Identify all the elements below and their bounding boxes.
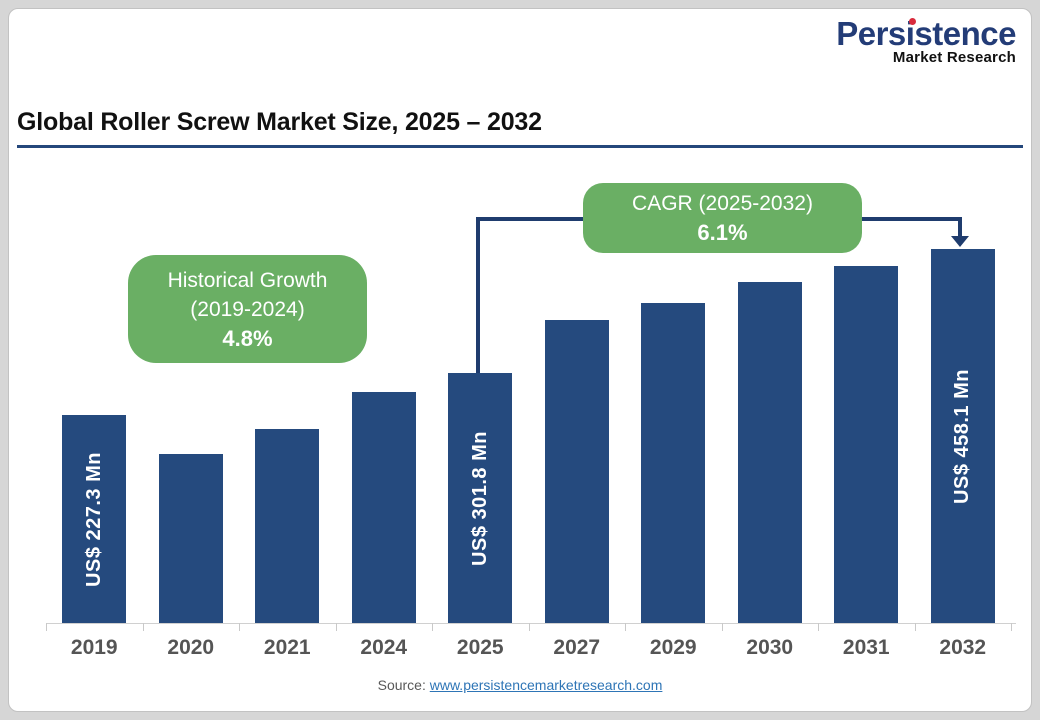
x-axis-tick — [335, 623, 337, 631]
x-axis-label-2031: 2031 — [842, 636, 890, 659]
x-axis-label-2025: 2025 — [456, 636, 504, 659]
x-axis-label-2029: 2029 — [649, 636, 697, 659]
x-axis-tick — [46, 623, 47, 631]
x-axis-label-2024: 2024 — [360, 636, 408, 659]
x-axis-tick — [239, 623, 240, 631]
x-axis-tick — [142, 623, 144, 631]
source-label: Source: — [377, 677, 426, 693]
x-axis-label-2019: 2019 — [70, 636, 118, 659]
x-axis-tick — [625, 623, 626, 631]
arrow-down-icon — [951, 236, 969, 247]
source-note: Source: www.persistencemarketresearch.co… — [0, 677, 1040, 693]
x-axis-label-2020: 2020 — [167, 636, 215, 659]
connector-line-from-2025 — [476, 219, 480, 373]
bar-2029 — [641, 303, 706, 623]
cagr-line1: CAGR (2025-2032) — [632, 192, 813, 215]
x-axis-label-2027: 2027 — [553, 636, 601, 659]
logo-brand-text: Persistence — [836, 16, 1016, 52]
historical-growth-line1: Historical Growth — [167, 268, 328, 292]
logo-brand-word: Persistence — [836, 15, 1016, 52]
x-axis-tick — [818, 623, 819, 631]
company-logo: Persistence Market Research — [812, 16, 1016, 67]
x-axis-tick — [1011, 623, 1012, 631]
chart-title: Global Roller Screw Market Size, 2025 – … — [17, 108, 542, 136]
x-axis-label-2021: 2021 — [263, 636, 311, 659]
historical-growth-value: 4.8% — [222, 325, 273, 351]
historical-growth-callout: Historical Growth (2019-2024) 4.8% — [128, 255, 367, 363]
x-axis-tick — [432, 623, 433, 631]
bar-2025: US$ 301.8 Mn — [448, 373, 513, 623]
bar-2030 — [737, 282, 802, 623]
bar-2024 — [351, 392, 416, 623]
x-axis-tick — [914, 623, 916, 631]
bar-2031 — [834, 266, 899, 623]
x-axis-line — [46, 623, 1016, 624]
cagr-value: 6.1% — [697, 220, 748, 245]
x-axis-tick — [528, 623, 530, 631]
bar-value-label-2019: US$ 227.3 Mn — [82, 451, 105, 587]
bar-2020 — [158, 454, 223, 623]
bar-2027 — [544, 320, 609, 623]
bar-value-label-2025: US$ 301.8 Mn — [468, 430, 491, 566]
bar-value-label-2032: US$ 458.1 Mn — [951, 368, 974, 504]
connector-line-to-2032 — [958, 219, 962, 238]
bar-2021 — [255, 429, 320, 623]
bar-2019: US$ 227.3 Mn — [62, 415, 127, 623]
logo-subtitle: Market Research — [892, 49, 1016, 66]
cagr-callout: CAGR (2025-2032) 6.1% — [583, 183, 862, 253]
logo-i-dot-icon — [909, 18, 917, 25]
x-axis-label-2032: 2032 — [939, 636, 987, 659]
source-link[interactable]: www.persistencemarketresearch.com — [429, 677, 663, 693]
bar-2032: US$ 458.1 Mn — [930, 249, 995, 623]
title-underline — [17, 145, 1023, 148]
historical-growth-period: (2019-2024) — [190, 297, 305, 321]
x-axis-tick — [721, 623, 723, 631]
x-axis-label-2030: 2030 — [746, 636, 794, 659]
